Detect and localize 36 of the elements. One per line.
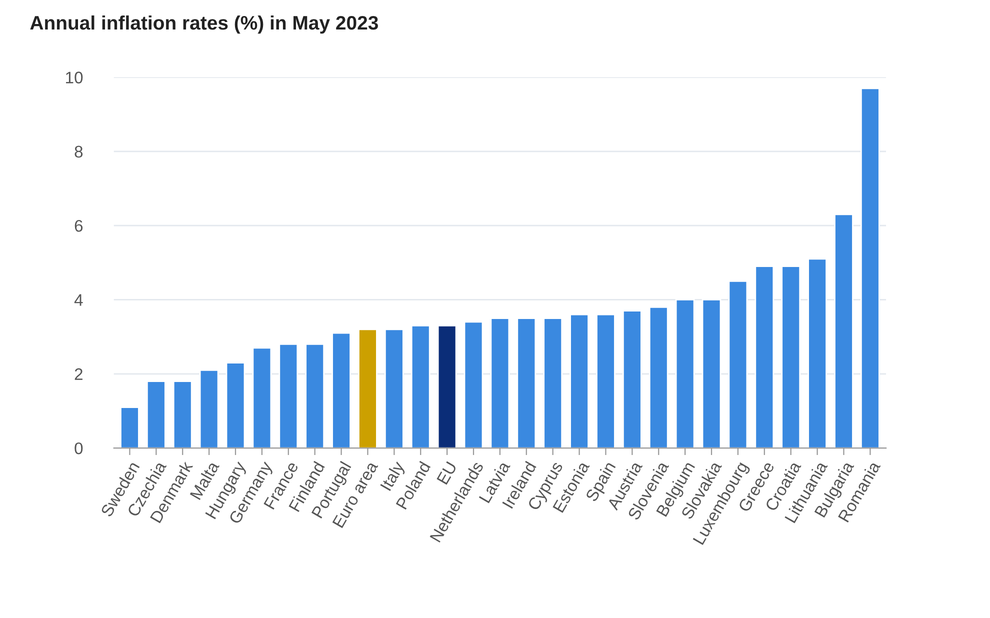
- bar: [622, 310, 642, 448]
- bar: [675, 299, 695, 448]
- y-tick-label: 8: [74, 146, 83, 158]
- bar: [490, 318, 510, 448]
- bar: [120, 406, 140, 448]
- y-tick-label: 10: [66, 72, 83, 84]
- bar: [384, 328, 404, 448]
- bar: [516, 318, 536, 448]
- bar: [172, 380, 192, 448]
- bar: [808, 258, 827, 448]
- bar: [278, 344, 298, 448]
- bar: [410, 324, 430, 448]
- bar: [332, 332, 351, 448]
- bar: [648, 306, 668, 448]
- bar: [358, 328, 378, 448]
- bar: [437, 324, 457, 448]
- y-tick-label: 4: [74, 294, 83, 306]
- bar: [252, 347, 272, 448]
- y-tick-label: 0: [74, 442, 83, 454]
- bar: [781, 266, 801, 448]
- chart-title: Annual inflation rates (%) in May 2023: [30, 15, 378, 34]
- y-tick-label: 2: [74, 368, 82, 380]
- bar: [543, 318, 563, 448]
- bar: [570, 314, 589, 448]
- bar: [146, 380, 166, 448]
- bar: [834, 214, 854, 448]
- bar: [702, 299, 722, 448]
- bar: [464, 321, 484, 448]
- bar: [728, 280, 748, 448]
- bar: [199, 369, 219, 448]
- y-tick-label: 6: [74, 220, 83, 232]
- bar: [754, 266, 774, 448]
- bar: [596, 314, 616, 448]
- bar: [860, 88, 880, 448]
- bar: [305, 344, 325, 448]
- bar: [226, 362, 246, 448]
